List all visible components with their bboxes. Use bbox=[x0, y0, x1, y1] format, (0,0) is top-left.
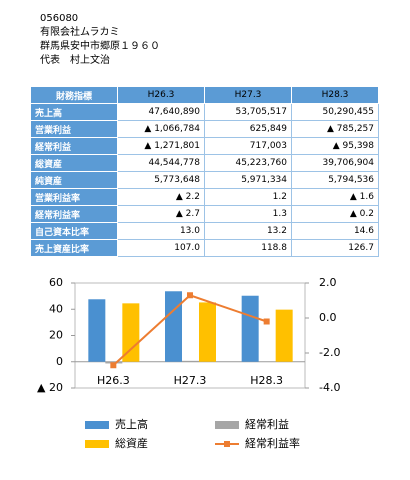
table-cell: 1.3 bbox=[204, 205, 292, 223]
table-cell: 5,971,334 bbox=[204, 171, 292, 189]
table-cell: 717,003 bbox=[204, 137, 292, 155]
company-name: 有限会社ムラカミ bbox=[40, 27, 120, 38]
y2-tick-label: 2.0 bbox=[319, 276, 337, 289]
table-cell: 126.7 bbox=[291, 239, 379, 257]
table-cell: 営業利益 bbox=[30, 120, 118, 138]
table-cell: 財務指標 bbox=[30, 86, 118, 104]
table-cell: ▲ 785,257 bbox=[291, 120, 379, 138]
table-cell: 経常利益率 bbox=[30, 205, 118, 223]
table-cell: H27.3 bbox=[204, 86, 292, 104]
line-marker bbox=[263, 318, 270, 325]
table-cell: ▲ 2.2 bbox=[117, 188, 205, 206]
y2-tick-label: -4.0 bbox=[319, 381, 340, 394]
table-cell: 売上資産比率 bbox=[30, 239, 118, 257]
table-cell: 13.2 bbox=[204, 222, 292, 240]
table-cell: ▲ 2.7 bbox=[117, 205, 205, 223]
table-cell: 625,849 bbox=[204, 120, 292, 138]
table-cell: 13.0 bbox=[117, 222, 205, 240]
table-cell: 50,290,455 bbox=[291, 103, 379, 121]
address: 群馬県安中市郷原１９６０ bbox=[40, 41, 160, 52]
bar bbox=[275, 309, 293, 362]
y-tick-label: 20 bbox=[49, 329, 63, 342]
table-cell: 経常利益 bbox=[30, 137, 118, 155]
table-cell: 14.6 bbox=[291, 222, 379, 240]
plot-frame bbox=[74, 282, 306, 389]
financial-table: 財務指標 H26.3 H27.3 H28.3 売上高 47,640,890 53,705,5… bbox=[30, 86, 379, 257]
table-row: 営業利益率 ▲ 2.2 1.2 ▲ 1.6 bbox=[30, 188, 379, 206]
legend-label: 総資産 bbox=[115, 436, 148, 450]
legend-swatch bbox=[85, 421, 109, 429]
table-row: 総資産 44,544,778 45,223,760 39,706,904 bbox=[30, 154, 379, 172]
table-cell: 売上高 bbox=[30, 103, 118, 121]
legend-label: 売上高 bbox=[115, 417, 148, 431]
table-row: 経常利益率 ▲ 2.7 1.3 ▲ 0.2 bbox=[30, 205, 379, 223]
table-cell: 5,794,536 bbox=[291, 171, 379, 189]
table-cell: 1.2 bbox=[204, 188, 292, 206]
table-cell: H28.3 bbox=[291, 86, 379, 104]
table-cell: 53,705,517 bbox=[204, 103, 292, 121]
legend-label: 経常利益率 bbox=[245, 436, 300, 450]
table-cell: ▲ 1,066,784 bbox=[117, 120, 205, 138]
table-cell: 44,544,778 bbox=[117, 154, 205, 172]
table-cell: ▲ 1.6 bbox=[291, 188, 379, 206]
legend-label: 経常利益 bbox=[245, 417, 289, 431]
table-row: 純資産 5,773,648 5,971,334 5,794,536 bbox=[30, 171, 379, 189]
table-cell: ▲ 95,398 bbox=[291, 137, 379, 155]
table-cell: 39,706,904 bbox=[291, 154, 379, 172]
y2-tick-label: 0.0 bbox=[319, 311, 337, 324]
y-tick-label: ▲ 20 bbox=[37, 381, 63, 394]
bar bbox=[199, 302, 216, 362]
y-tick-label: 40 bbox=[49, 302, 63, 315]
table-cell: 107.0 bbox=[117, 239, 205, 257]
y2-tick-label: -2.0 bbox=[319, 346, 340, 359]
table-cell: 45,223,760 bbox=[204, 154, 292, 172]
table-cell: 純資産 bbox=[30, 171, 118, 189]
table-cell: 5,773,648 bbox=[117, 171, 205, 189]
legend-swatch bbox=[224, 441, 230, 447]
y-tick-label: 0 bbox=[56, 355, 63, 368]
bar bbox=[88, 299, 106, 362]
table-cell: 自己資本比率 bbox=[30, 222, 118, 240]
table-row: 財務指標 H26.3 H27.3 H28.3 bbox=[30, 86, 379, 104]
line-marker bbox=[110, 362, 117, 369]
representative: 代表 村上文治 bbox=[40, 55, 110, 66]
y-tick-label: 60 bbox=[49, 276, 63, 289]
table-cell: 47,640,890 bbox=[117, 103, 205, 121]
table-row: 売上高 47,640,890 53,705,517 50,290,455 bbox=[30, 103, 379, 121]
chart: ▲ 20 0 20 40 60 -4.0 -2.0 0.0 2.0 H26.3 H27.3 H28.3… bbox=[37, 276, 340, 450]
table-row: 自己資本比率 13.0 13.2 14.6 bbox=[30, 222, 379, 240]
header: 056080 有限会社ムラカミ 群馬県安中市郷原１９６０ 代表 村上文治 bbox=[40, 12, 160, 68]
table-cell: H26.3 bbox=[117, 86, 205, 104]
table-row: 売上資産比率 107.0 118.8 126.7 bbox=[30, 239, 379, 257]
x-tick-label: H28.3 bbox=[250, 374, 283, 387]
legend-swatch bbox=[215, 421, 239, 429]
table-cell: 営業利益率 bbox=[30, 188, 118, 206]
bar bbox=[122, 303, 140, 362]
company-code: 056080 bbox=[40, 13, 79, 24]
x-tick-label: H27.3 bbox=[174, 374, 207, 387]
table-cell: 118.8 bbox=[204, 239, 292, 257]
bar bbox=[241, 295, 259, 362]
legend-swatch bbox=[85, 440, 109, 448]
bar bbox=[182, 360, 199, 362]
bar bbox=[165, 291, 182, 362]
table-row: 営業利益 ▲ 1,066,784 625,849 ▲ 785,257 bbox=[30, 120, 379, 138]
table-row: 経常利益 ▲ 1,271,801 717,003 ▲ 95,398 bbox=[30, 137, 379, 155]
table-cell: ▲ 1,271,801 bbox=[117, 137, 205, 155]
table-cell: ▲ 0.2 bbox=[291, 205, 379, 223]
x-tick-label: H26.3 bbox=[97, 374, 130, 387]
table-cell: 総資産 bbox=[30, 154, 118, 172]
line-marker bbox=[187, 292, 193, 299]
